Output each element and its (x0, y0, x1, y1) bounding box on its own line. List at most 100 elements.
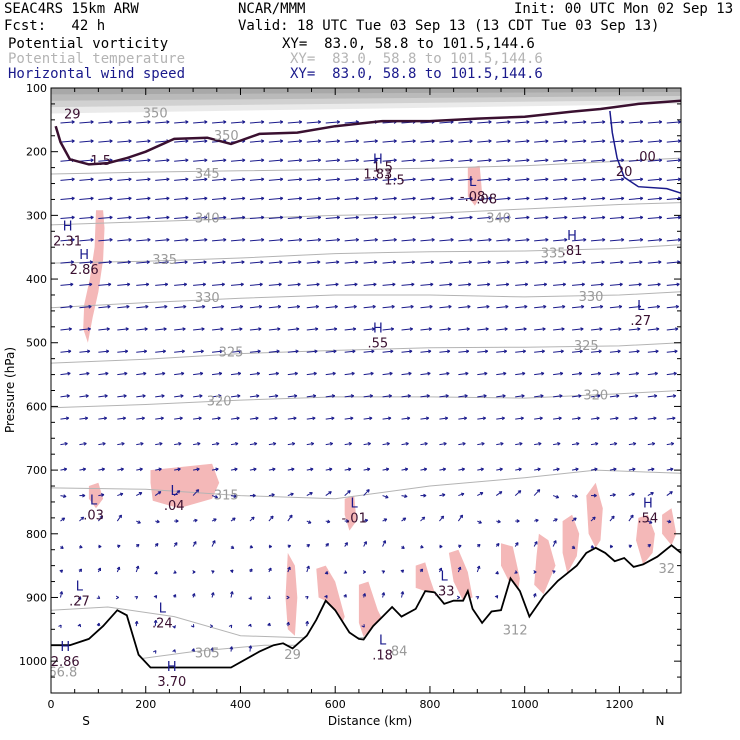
wind-vector-head (628, 544, 633, 549)
wind-vector (609, 216, 624, 220)
wind-vector-head (336, 196, 341, 201)
wind-vector (60, 417, 69, 420)
wind-vector-head (71, 237, 75, 242)
wind-vector (155, 442, 163, 446)
wind-vector (98, 372, 109, 376)
wind-vector (590, 197, 606, 200)
wind-vector-head (298, 158, 303, 163)
wind-vector-head (503, 371, 507, 376)
wind-vector-head (144, 327, 148, 331)
wind-vector-head (109, 120, 113, 124)
wind-vector-head (203, 260, 207, 265)
wind-vector (117, 197, 132, 200)
wind-vector (609, 159, 624, 162)
wind-vector (60, 178, 75, 181)
wind-vector-head (532, 593, 537, 597)
wind-vector-head (411, 260, 416, 265)
wind-vector-head (469, 237, 473, 242)
wind-vector-head (274, 416, 278, 421)
wind-vector (458, 261, 472, 264)
wind-vector-head (655, 349, 659, 354)
wind-vector (117, 328, 129, 331)
wind-vector-head (195, 489, 200, 493)
wind-vector-head (576, 441, 580, 446)
wind-vector (477, 178, 492, 181)
wind-vector-head (279, 196, 284, 201)
wind-vector-head (382, 540, 387, 544)
wind-vector-head (196, 467, 200, 472)
wind-vector-head (583, 237, 587, 242)
wind-vector-head (70, 260, 75, 265)
wind-vector-head (400, 569, 405, 574)
wind-vector (287, 350, 299, 353)
wind-vector-head (450, 237, 454, 242)
wind-vector-head (211, 570, 215, 574)
wind-vector-head (517, 490, 522, 494)
wind-vector (628, 239, 643, 242)
wind-vector (515, 283, 528, 286)
wind-vector (325, 468, 333, 471)
wind-vector (117, 417, 126, 420)
wind-vector-head (90, 139, 94, 144)
wind-vector-head (116, 566, 121, 571)
theta-contour-label: 350 (214, 129, 239, 144)
wind-vector (193, 159, 208, 162)
wind-vector (136, 159, 151, 162)
wind-vector-head (526, 215, 530, 220)
wind-vector-head (126, 304, 130, 309)
wind-vector (155, 306, 168, 309)
wind-vector-head (194, 518, 198, 523)
wind-vector-head (102, 441, 106, 446)
wind-vector (401, 261, 415, 264)
wind-vector (628, 306, 641, 309)
wind-vector-head (559, 394, 563, 398)
wind-vector (98, 306, 111, 309)
wind-vector (458, 283, 472, 286)
wind-vector-head (271, 493, 275, 497)
wind-vector (382, 372, 393, 376)
wind-vector (117, 283, 130, 286)
wind-vector (401, 216, 416, 220)
wind-vector-head (333, 349, 337, 354)
wind-vector-head (564, 177, 568, 182)
wind-vector-head (374, 215, 378, 220)
wind-vector-head (286, 595, 290, 600)
wind-vector (553, 239, 568, 242)
wind-vector (306, 306, 319, 309)
wind-vector-head (514, 570, 518, 574)
wind-vector (60, 442, 68, 446)
wind-vector-head (412, 177, 416, 182)
pv-positive-region (562, 514, 580, 574)
wind-vector-head (268, 544, 272, 549)
wind-vector (363, 306, 376, 309)
wind-vector-head (488, 139, 492, 144)
wind-vector (193, 395, 203, 398)
wind-vector-head (128, 177, 132, 182)
wind-vector (193, 328, 205, 331)
wind-vector-head (485, 327, 489, 331)
wind-vector (363, 489, 370, 496)
wind-vector (647, 239, 662, 242)
wind-vector (647, 261, 662, 264)
wind-vector (363, 261, 377, 264)
wind-vector (212, 283, 225, 286)
extremum-marker: H (373, 153, 383, 168)
wind-vector-head (505, 304, 509, 309)
wind-vector (287, 306, 300, 309)
wind-vector (553, 468, 560, 471)
wind-vector-head (298, 177, 303, 182)
wind-vector-head (371, 327, 376, 331)
wind-vector-head (596, 416, 600, 421)
wind-vector (647, 197, 662, 200)
wind-vector (287, 468, 295, 471)
wind-vector (230, 468, 238, 471)
wind-vector-head (158, 467, 162, 472)
wind-vector (193, 140, 208, 143)
wind-vector (363, 328, 375, 331)
wind-vector (287, 328, 300, 331)
wind-vector (401, 468, 408, 471)
wind-vector-head (507, 139, 511, 144)
wind-vector-head (351, 371, 355, 376)
wind-vector (174, 395, 184, 398)
wind-vector (439, 350, 450, 353)
